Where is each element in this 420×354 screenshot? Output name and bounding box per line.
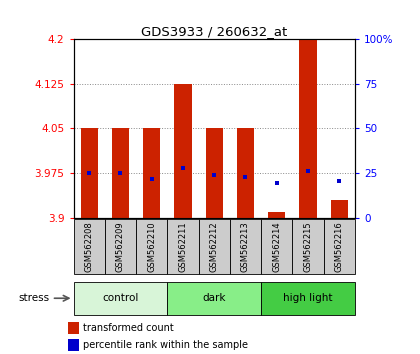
Bar bbox=[74, 281, 167, 315]
Bar bbox=[68, 339, 79, 350]
Bar bbox=[143, 129, 160, 218]
Text: GSM562216: GSM562216 bbox=[335, 222, 344, 272]
Bar bbox=[268, 212, 285, 218]
Bar bbox=[261, 281, 355, 315]
Bar bbox=[206, 129, 223, 218]
Text: GSM562210: GSM562210 bbox=[147, 222, 156, 272]
Text: stress: stress bbox=[19, 293, 50, 303]
Bar bbox=[68, 322, 79, 334]
Text: GSM562208: GSM562208 bbox=[85, 222, 94, 272]
Bar bbox=[105, 219, 136, 274]
Text: GSM562215: GSM562215 bbox=[304, 222, 312, 272]
Bar bbox=[199, 219, 230, 274]
Text: percentile rank within the sample: percentile rank within the sample bbox=[83, 340, 248, 350]
Text: dark: dark bbox=[202, 293, 226, 303]
Bar bbox=[74, 219, 105, 274]
Bar bbox=[324, 219, 355, 274]
Bar bbox=[112, 129, 129, 218]
Bar bbox=[331, 200, 348, 218]
Bar bbox=[237, 129, 254, 218]
Text: GSM562209: GSM562209 bbox=[116, 222, 125, 272]
Text: control: control bbox=[102, 293, 139, 303]
Bar bbox=[174, 84, 192, 218]
Bar bbox=[167, 281, 261, 315]
Bar bbox=[230, 219, 261, 274]
Text: GSM562212: GSM562212 bbox=[210, 222, 219, 272]
Text: GSM562211: GSM562211 bbox=[178, 222, 187, 272]
Text: transformed count: transformed count bbox=[83, 323, 174, 333]
Text: GSM562213: GSM562213 bbox=[241, 222, 250, 272]
Bar bbox=[136, 219, 167, 274]
Bar bbox=[299, 39, 317, 218]
Bar bbox=[167, 219, 199, 274]
Text: high light: high light bbox=[283, 293, 333, 303]
Bar bbox=[261, 219, 292, 274]
Text: GSM562214: GSM562214 bbox=[272, 222, 281, 272]
Bar bbox=[292, 219, 324, 274]
Title: GDS3933 / 260632_at: GDS3933 / 260632_at bbox=[141, 25, 287, 38]
Bar bbox=[81, 129, 98, 218]
